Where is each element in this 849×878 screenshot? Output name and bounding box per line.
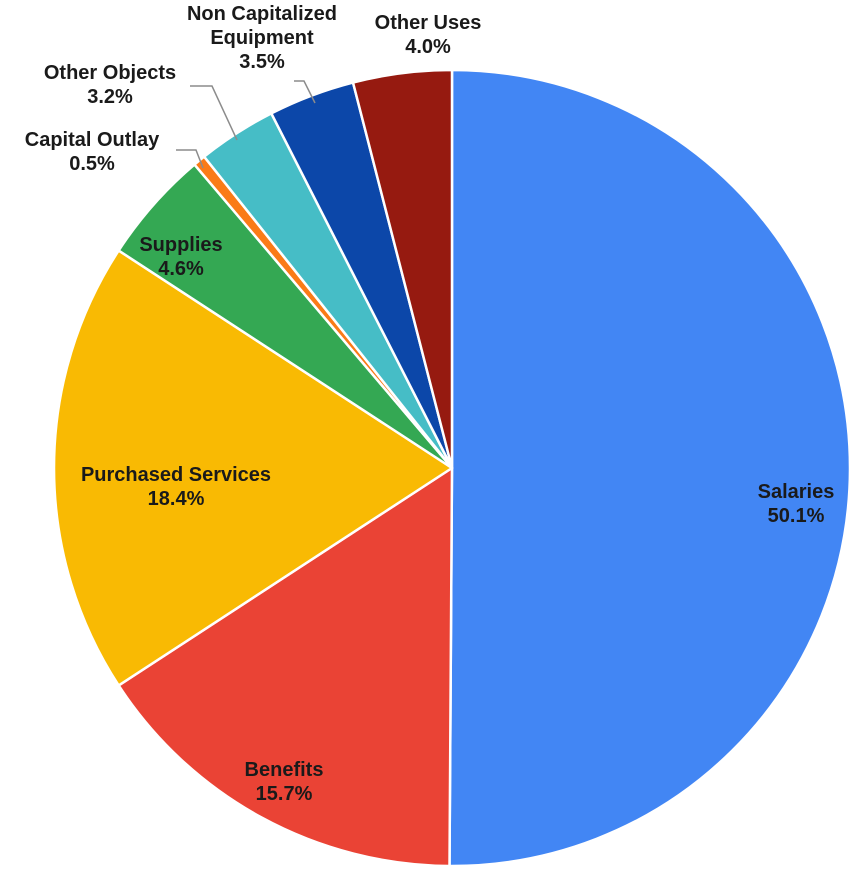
slice-label-capital-outlay: Capital Outlay 0.5%	[25, 129, 160, 175]
slice-name-label: Equipment	[210, 27, 314, 49]
slice-name-label: Purchased Services	[81, 464, 271, 486]
leader-lines	[176, 80, 316, 169]
slice-value-label: 3.2%	[87, 86, 133, 108]
slice-name-label: Other Objects	[44, 62, 176, 84]
slice-name-label: Capital Outlay	[25, 129, 160, 151]
slice-value-label: 4.0%	[405, 36, 451, 58]
slice-value-label: 4.6%	[158, 258, 204, 280]
slice-label-other-objects: Other Objects 3.2%	[44, 62, 176, 108]
leader-line-non-capitalized-equipment	[294, 80, 316, 104]
slice-label-non-capitalized-equipment: Non Capitalized Equipment 3.5%	[187, 3, 337, 73]
slice-value-label: 50.1%	[768, 505, 825, 527]
slice-name-label: Other Uses	[375, 12, 482, 34]
slice-label-supplies: Supplies 4.6%	[139, 234, 222, 280]
slice-name-label: Non Capitalized	[187, 3, 337, 25]
pie-slice-purchased-services	[52, 249, 454, 687]
slice-label-benefits: Benefits 15.7%	[245, 759, 324, 805]
leader-line-capital-outlay	[176, 149, 204, 169]
slice-label-salaries: Salaries 50.1%	[758, 481, 835, 527]
slice-value-label: 0.5%	[69, 153, 115, 175]
slice-label-purchased-services: Purchased Services 18.4%	[81, 464, 271, 510]
pie-slice-benefits	[117, 466, 454, 868]
slice-name-label: Supplies	[139, 234, 222, 256]
slice-value-label: 15.7%	[256, 783, 313, 805]
slice-name-label: Benefits	[245, 759, 324, 781]
leader-line-other-objects	[190, 85, 238, 141]
slice-labels: Salaries 50.1% Benefits 15.7% Purchased Serv…	[25, 3, 835, 805]
slice-label-other-uses: Other Uses 4.0%	[375, 12, 482, 58]
pie-slice-other-uses	[351, 68, 454, 470]
pie-slices	[52, 68, 849, 868]
slice-name-label: Salaries	[758, 481, 835, 503]
slice-value-label: 18.4%	[148, 488, 205, 510]
pie-slice-salaries	[448, 68, 849, 868]
slice-value-label: 3.5%	[239, 51, 285, 73]
